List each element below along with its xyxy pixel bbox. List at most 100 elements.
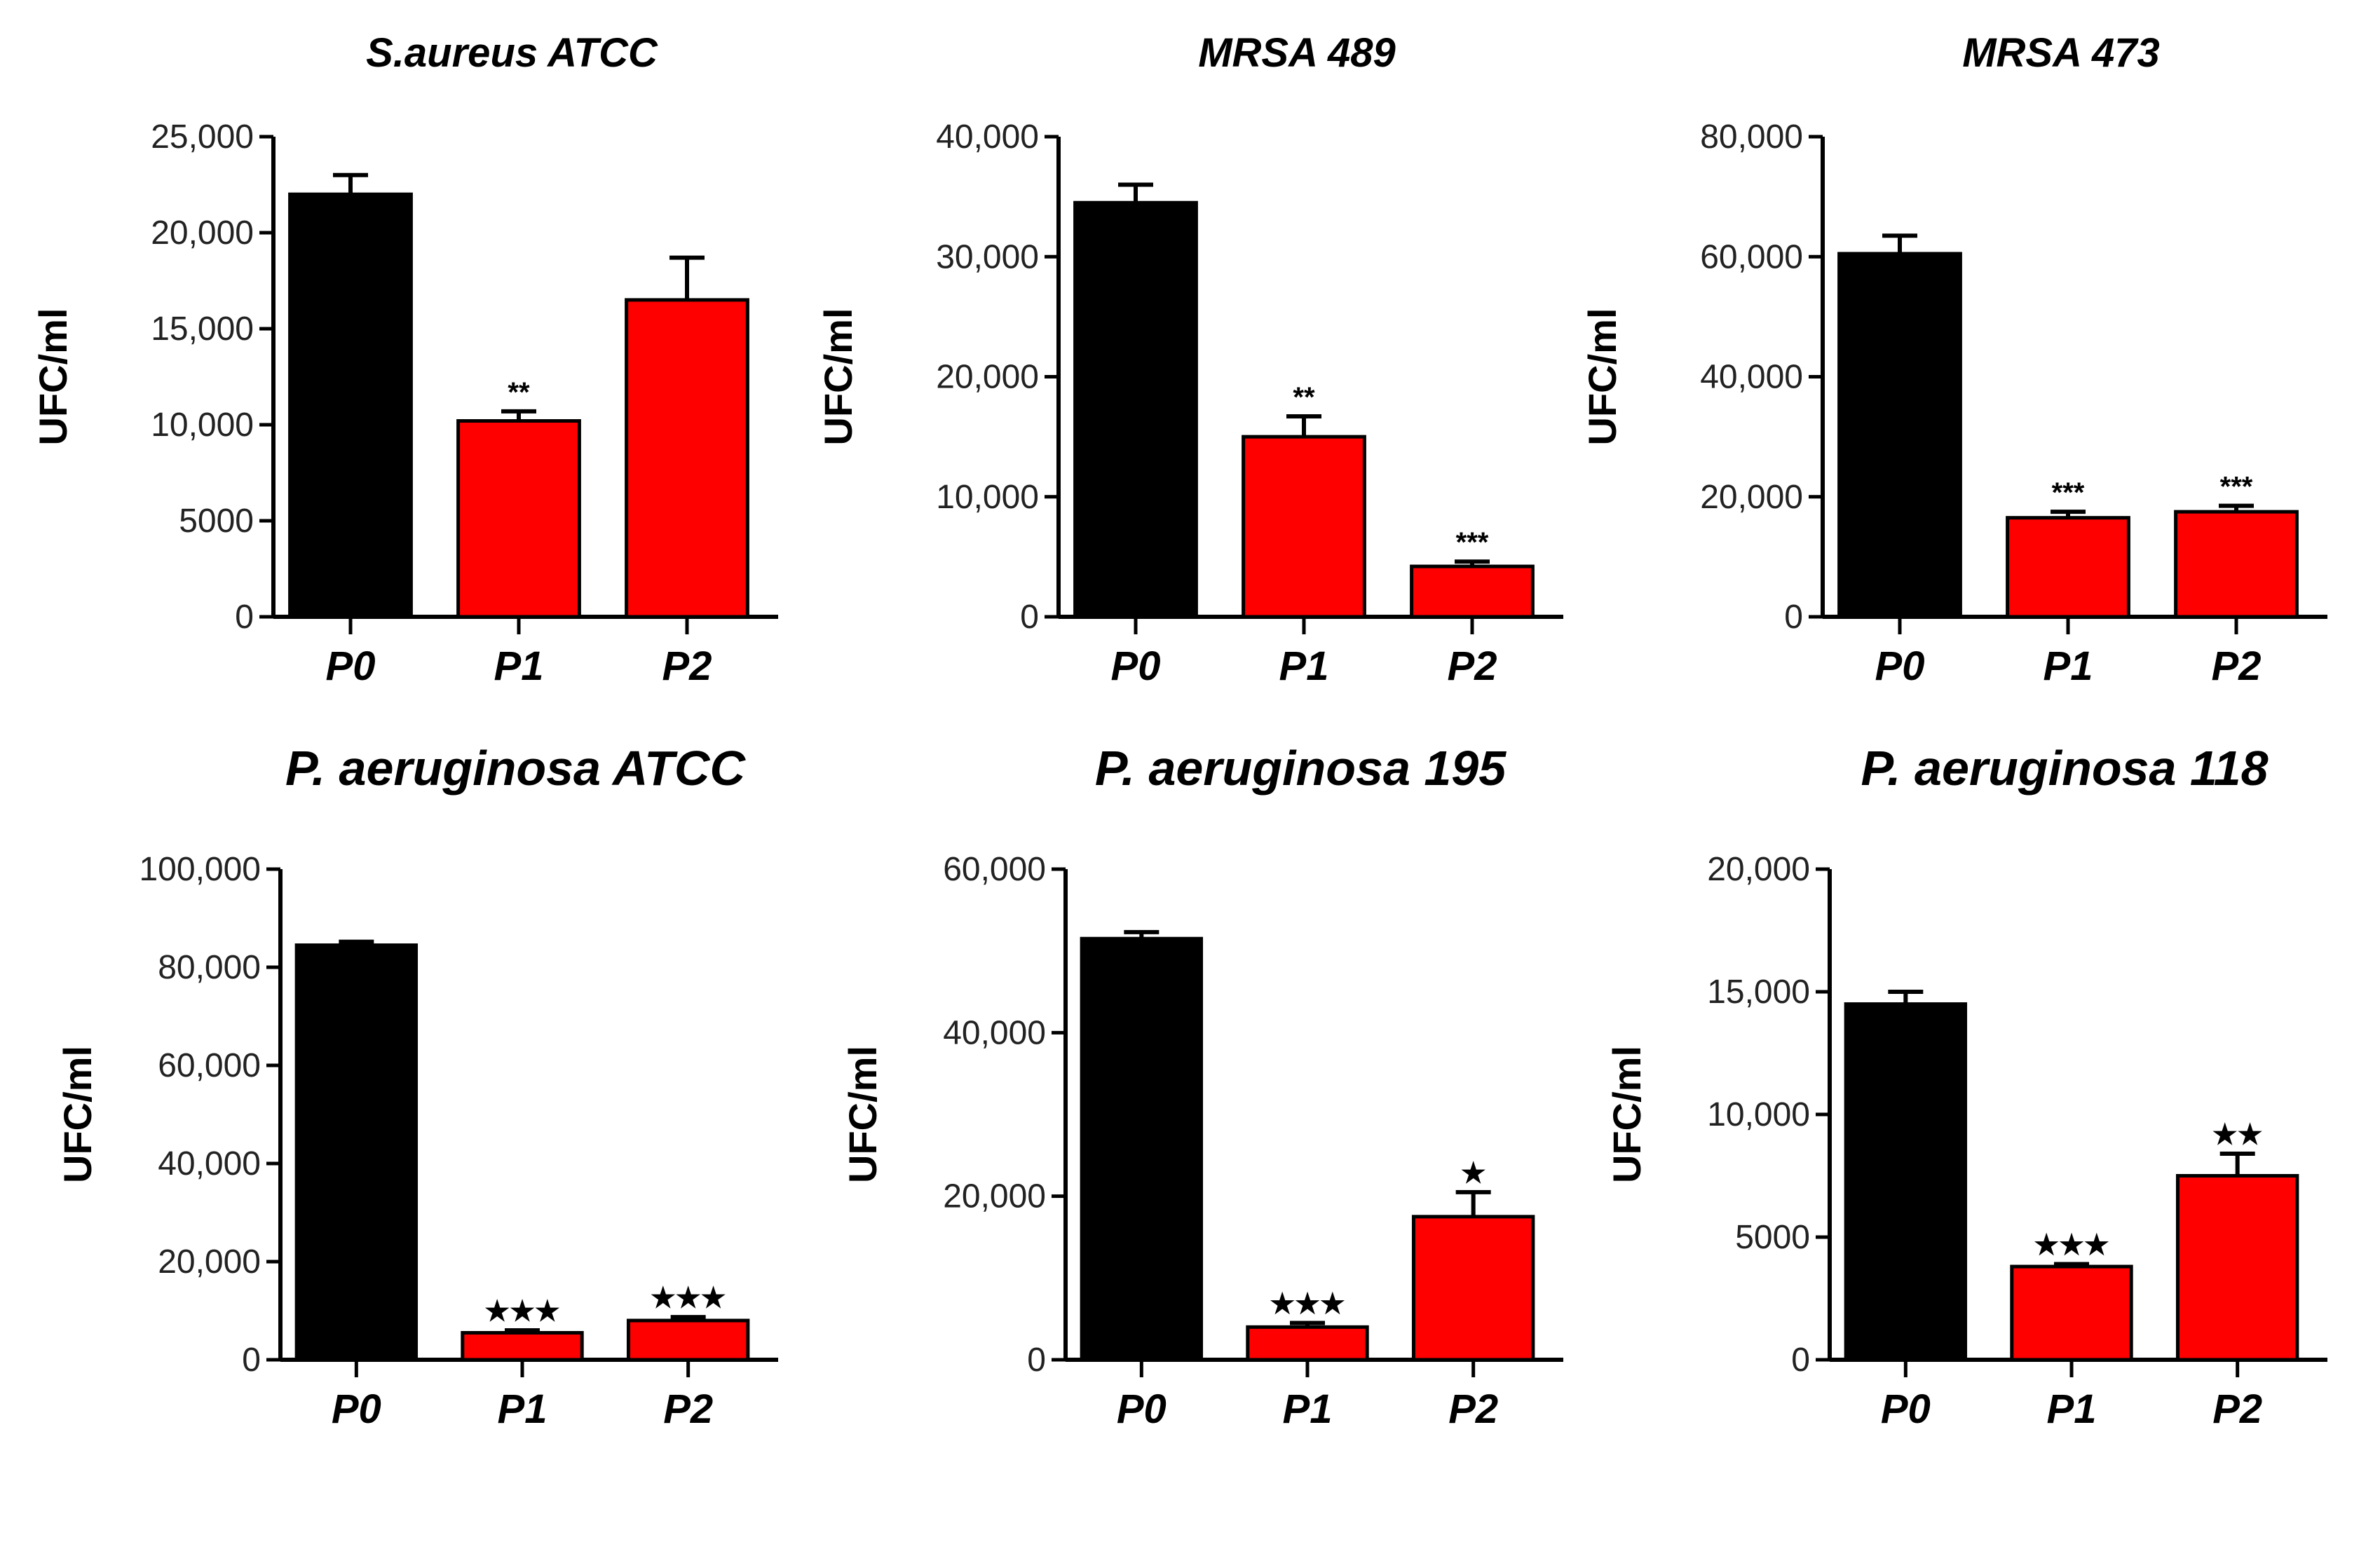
y-tick-label: 20,000 <box>151 214 254 252</box>
significance-label: ★★ <box>2212 1119 2263 1150</box>
chart-title: S.aureus ATCC <box>366 30 658 76</box>
significance-label: ★ <box>1461 1158 1486 1189</box>
bar-p2 <box>1411 1215 1535 1362</box>
bar-p0 <box>288 192 413 619</box>
y-tick-label: 40,000 <box>943 1014 1046 1051</box>
y-tick-label: 10,000 <box>1707 1096 1810 1133</box>
y-tick-label: 20,000 <box>1707 851 1810 888</box>
y-tick-label: 40,000 <box>1700 359 1803 396</box>
x-tick-label: P0 <box>1881 1386 1931 1432</box>
bar-p0 <box>1080 936 1204 1362</box>
significance-label: *** <box>2220 472 2253 503</box>
y-tick-label: 5000 <box>1735 1219 1810 1256</box>
bar-p0 <box>294 943 419 1362</box>
y-tick-label: 100,000 <box>139 851 261 888</box>
x-tick-label: P2 <box>2212 643 2262 689</box>
x-tick-label: P2 <box>1448 1386 1498 1432</box>
significance-label: ★★★ <box>651 1283 726 1314</box>
bar-p1 <box>456 419 581 619</box>
chart-panel-1: S.aureus ATCC UFC/ml 0 5000 10,000 15,000 20,0… <box>0 0 793 771</box>
bar-p0 <box>1073 200 1198 619</box>
y-axis-label: UFC/ml <box>55 1046 100 1183</box>
chart-panel-2: MRSA 489 UFC/ml 0 10,000 20,000 30,000 40,000 P… <box>785 0 1578 771</box>
bar-p0 <box>1837 252 1962 619</box>
y-tick-label: 0 <box>1791 1342 1810 1379</box>
chart-panel-5: P. aeruginosa 195 UFC/ml 0 20,000 40,000 60,0… <box>785 743 1578 1514</box>
bar-p2 <box>2174 510 2299 619</box>
x-tick-label: P2 <box>662 643 712 689</box>
bar-p2 <box>626 1318 750 1362</box>
significance-label: ★★★ <box>2034 1230 2109 1261</box>
chart-panel-3: MRSA 473 UFC/ml 0 20,000 40,000 60,000 80,000 P… <box>1549 0 2342 771</box>
bar-p1 <box>1246 1325 1369 1362</box>
chart-svg: P. aeruginosa 118 UFC/ml 0 5000 10,000 15,000… <box>1605 743 2327 1432</box>
chart-panel-6: P. aeruginosa 118 UFC/ml 0 5000 10,000 15,000… <box>1549 743 2342 1514</box>
x-tick-label: P0 <box>1111 643 1161 689</box>
chart-svg: MRSA 489 UFC/ml 0 10,000 20,000 30,000 40,000 P… <box>816 30 1563 689</box>
chart-svg: S.aureus ATCC UFC/ml 0 5000 10,000 15,000 20,0… <box>31 30 778 689</box>
significance-label: ** <box>508 377 530 408</box>
chart-panel-4: P. aeruginosa ATCC UFC/ml 0 20,000 40,000 60,… <box>0 743 793 1514</box>
significance-label: *** <box>1456 527 1489 558</box>
x-tick-label: P0 <box>1117 1386 1167 1432</box>
x-tick-label: P0 <box>332 1386 381 1432</box>
y-axis-label: UFC/ml <box>841 1046 885 1183</box>
bar-p1 <box>2010 1264 2133 1362</box>
x-tick-label: P1 <box>498 1386 548 1432</box>
chart-svg: MRSA 473 UFC/ml 0 20,000 40,000 60,000 80,000 P… <box>1580 30 2327 689</box>
x-tick-label: P2 <box>1448 643 1497 689</box>
x-tick-label: P1 <box>1283 1386 1333 1432</box>
y-tick-label: 0 <box>235 599 254 636</box>
y-tick-label: 80,000 <box>1700 118 1803 156</box>
y-tick-label: 15,000 <box>151 311 254 348</box>
chart-title: P. aeruginosa 118 <box>1861 743 2268 796</box>
y-tick-label: 10,000 <box>151 407 254 444</box>
chart-svg: P. aeruginosa ATCC UFC/ml 0 20,000 40,000 60,… <box>55 743 778 1432</box>
y-axis-label: UFC/ml <box>1605 1046 1649 1183</box>
y-tick-label: 0 <box>242 1342 261 1379</box>
y-tick-label: 80,000 <box>158 949 261 986</box>
y-axis-label: UFC/ml <box>816 308 860 446</box>
y-tick-label: 60,000 <box>943 851 1046 888</box>
y-tick-label: 0 <box>1027 1342 1046 1379</box>
y-tick-label: 20,000 <box>1700 479 1803 516</box>
bar-p2 <box>625 298 749 619</box>
bar-p1 <box>1242 435 1366 619</box>
bar-p2 <box>1410 564 1535 619</box>
x-tick-label: P1 <box>2044 643 2093 689</box>
x-tick-label: P2 <box>2212 1386 2262 1432</box>
y-tick-label: 25,000 <box>151 118 254 156</box>
x-tick-label: P0 <box>1875 643 1925 689</box>
significance-label: *** <box>2052 477 2085 508</box>
x-tick-label: P2 <box>663 1386 713 1432</box>
y-tick-label: 40,000 <box>158 1145 261 1182</box>
bar-p1 <box>461 1331 584 1362</box>
y-tick-label: 0 <box>1020 599 1039 636</box>
y-tick-label: 20,000 <box>158 1243 261 1281</box>
bar-p1 <box>2006 516 2130 619</box>
significance-label: ★★★ <box>484 1296 560 1327</box>
y-tick-label: 20,000 <box>943 1178 1046 1215</box>
chart-title: MRSA 473 <box>1962 30 2160 76</box>
chart-title: P. aeruginosa 195 <box>1095 743 1507 796</box>
x-tick-label: P1 <box>2047 1386 2097 1432</box>
x-tick-label: P1 <box>1279 643 1329 689</box>
y-tick-label: 60,000 <box>158 1047 261 1084</box>
chart-title: MRSA 489 <box>1198 30 1396 76</box>
chart-title: P. aeruginosa ATCC <box>285 743 747 796</box>
x-tick-label: P0 <box>326 643 376 689</box>
chart-svg: P. aeruginosa 195 UFC/ml 0 20,000 40,000 60,0… <box>841 743 1563 1432</box>
significance-label: ** <box>1293 382 1315 413</box>
significance-label: ★★★ <box>1270 1289 1345 1320</box>
y-tick-label: 20,000 <box>936 359 1039 396</box>
y-tick-label: 10,000 <box>936 479 1039 516</box>
bar-p2 <box>2175 1174 2299 1362</box>
y-tick-label: 0 <box>1784 599 1803 636</box>
y-tick-label: 60,000 <box>1700 238 1803 275</box>
y-tick-label: 40,000 <box>936 118 1039 156</box>
y-tick-label: 5000 <box>179 503 254 540</box>
y-axis-label: UFC/ml <box>1580 308 1624 446</box>
y-tick-label: 15,000 <box>1707 974 1810 1011</box>
bar-p0 <box>1844 1002 1968 1362</box>
x-tick-label: P1 <box>494 643 544 689</box>
